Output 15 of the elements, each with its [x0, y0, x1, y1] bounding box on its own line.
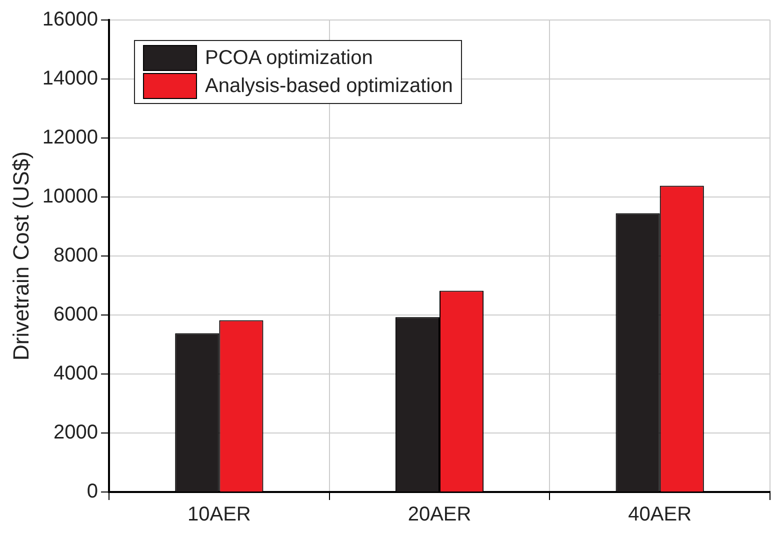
y-tick-label: 16000	[42, 8, 98, 31]
legend-label: PCOA optimization	[205, 46, 373, 70]
y-tick-label: 2000	[54, 422, 98, 444]
y-tick-label: 6000	[54, 304, 98, 326]
y-tick-label: 4000	[54, 362, 98, 385]
legend-label: Analysis-based optimization	[205, 74, 453, 98]
y-tick-label: 10000	[42, 186, 98, 208]
x-tick-label: 40AER	[628, 504, 692, 526]
x-tick-label: 20AER	[408, 504, 472, 526]
x-tick-label: 10AER	[187, 504, 251, 526]
y-tick-label: 0	[86, 480, 98, 503]
y-tick-label: 8000	[54, 244, 98, 267]
y-tick-label: 12000	[42, 126, 98, 149]
y-axis-title: Drivetrain Cost (US$)	[8, 151, 34, 361]
y-tick-label: 14000	[42, 68, 98, 90]
